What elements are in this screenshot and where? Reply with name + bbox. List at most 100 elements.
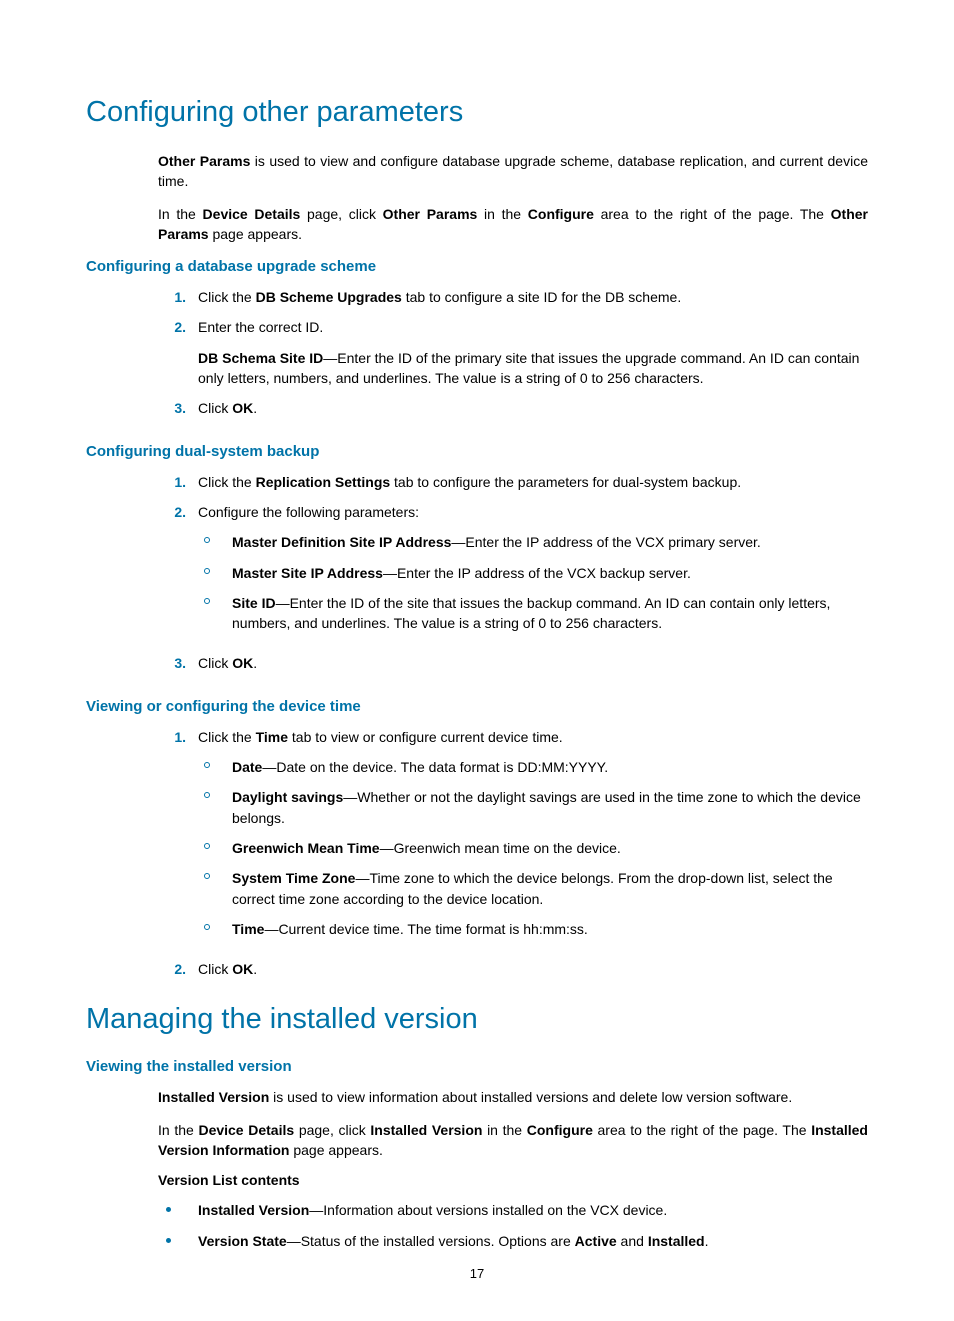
- term: Greenwich Mean Time: [232, 840, 380, 856]
- text: Click: [198, 961, 232, 977]
- subheading-version-list-contents: Version List contents: [158, 1172, 868, 1188]
- text: is used to view information about instal…: [269, 1089, 792, 1105]
- step-marker: 2.: [158, 317, 186, 337]
- term: Daylight savings: [232, 789, 343, 805]
- text: in the: [482, 1122, 526, 1138]
- step-1: 1. Click the Replication Settings tab to…: [158, 472, 868, 502]
- step-1: 1. Click the Time tab to view or configu…: [158, 727, 868, 959]
- text: —Information about versions installed on…: [309, 1202, 667, 1218]
- text: Click the: [198, 289, 256, 305]
- term-replication-settings: Replication Settings: [256, 474, 391, 490]
- iv-paragraph-1: Installed Version is used to view inform…: [158, 1087, 868, 1107]
- iv-paragraph-2: In the Device Details page, click Instal…: [158, 1120, 868, 1161]
- step-2: 2. Click OK.: [158, 959, 868, 989]
- text: page, click: [294, 1122, 370, 1138]
- term: System Time Zone: [232, 870, 355, 886]
- step-1: 1. Click the DB Scheme Upgrades tab to c…: [158, 287, 868, 317]
- param-master-site-ip: Master Site IP Address—Enter the IP addr…: [198, 563, 868, 593]
- text: area to the right of the page. The: [594, 206, 831, 222]
- step-marker: 1.: [158, 727, 186, 747]
- step-3: 3. Click OK.: [158, 653, 868, 683]
- text: Click: [198, 655, 232, 671]
- param-master-def-ip: Master Definition Site IP Address—Enter …: [198, 532, 868, 562]
- term-other-params: Other Params: [158, 153, 250, 169]
- param-time: Time—Current device time. The time forma…: [198, 919, 868, 949]
- text: .: [253, 400, 257, 416]
- term-ok: OK: [232, 400, 253, 416]
- dot-bullet-icon: [166, 1207, 171, 1212]
- version-list-contents: Installed Version—Information about vers…: [158, 1200, 868, 1261]
- text: .: [253, 961, 257, 977]
- step-2: 2. Enter the correct ID. DB Schema Site …: [158, 317, 868, 398]
- param-daylight-savings: Daylight savings—Whether or not the dayl…: [198, 787, 868, 838]
- text: Click the: [198, 474, 256, 490]
- text: —Date on the device. The data format is …: [262, 759, 608, 775]
- text: Click: [198, 400, 232, 416]
- term-ok: OK: [232, 655, 253, 671]
- installed-version-intro: Installed Version is used to view inform…: [158, 1087, 868, 1160]
- text: is used to view and configure database u…: [158, 153, 868, 189]
- text: tab to configure the parameters for dual…: [390, 474, 741, 490]
- term-other-params: Other Params: [383, 206, 478, 222]
- intro-paragraph-1: Other Params is used to view and configu…: [158, 151, 868, 192]
- param-site-id: Site ID—Enter the ID of the site that is…: [198, 593, 868, 644]
- heading-managing-installed-version: Managing the installed version: [86, 1003, 868, 1036]
- term-configure: Configure: [527, 1122, 593, 1138]
- term-db-schema-site-id: DB Schema Site ID: [198, 350, 323, 366]
- term-device-details: Device Details: [203, 206, 301, 222]
- term: Time: [232, 921, 264, 937]
- text: tab to configure a site ID for the DB sc…: [402, 289, 681, 305]
- step-marker: 1.: [158, 472, 186, 492]
- item-version-state: Version State—Status of the installed ve…: [158, 1231, 868, 1261]
- param-system-time-zone: System Time Zone—Time zone to which the …: [198, 868, 868, 919]
- text: Click the: [198, 729, 256, 745]
- text: Enter the correct ID.: [198, 319, 323, 335]
- term: Date: [232, 759, 262, 775]
- circle-bullet-icon: [204, 598, 210, 604]
- term-configure: Configure: [528, 206, 594, 222]
- text: In the: [158, 206, 203, 222]
- term: Master Definition Site IP Address: [232, 534, 451, 550]
- steps-db-upgrade: 1. Click the DB Scheme Upgrades tab to c…: [158, 287, 868, 428]
- step-marker: 2.: [158, 959, 186, 979]
- term-installed-version: Installed Version: [158, 1089, 269, 1105]
- step-marker: 1.: [158, 287, 186, 307]
- text: .: [253, 655, 257, 671]
- page-number: 17: [0, 1266, 954, 1281]
- circle-bullet-icon: [204, 568, 210, 574]
- term: Version State: [198, 1233, 287, 1249]
- text: —Current device time. The time format is…: [264, 921, 587, 937]
- text: —Greenwich mean time on the device.: [380, 840, 621, 856]
- step-marker: 3.: [158, 398, 186, 418]
- text: —Enter the IP address of the VCX primary…: [451, 534, 760, 550]
- params-list: Master Definition Site IP Address—Enter …: [198, 532, 868, 643]
- term-active: Active: [575, 1233, 617, 1249]
- param-gmt: Greenwich Mean Time—Greenwich mean time …: [198, 838, 868, 868]
- circle-bullet-icon: [204, 873, 210, 879]
- text: page, click: [300, 206, 382, 222]
- text: —Enter the IP address of the VCX backup …: [383, 565, 691, 581]
- step-2: 2. Configure the following parameters: M…: [158, 502, 868, 653]
- term: Installed Version: [198, 1202, 309, 1218]
- circle-bullet-icon: [204, 537, 210, 543]
- circle-bullet-icon: [204, 762, 210, 768]
- text: page appears.: [209, 226, 302, 242]
- text: page appears.: [289, 1142, 382, 1158]
- subheading-dual-system-backup: Configuring dual-system backup: [86, 443, 868, 460]
- subheading-db-upgrade-scheme: Configuring a database upgrade scheme: [86, 258, 868, 275]
- term-device-details: Device Details: [198, 1122, 294, 1138]
- item-installed-version: Installed Version—Information about vers…: [158, 1200, 868, 1230]
- step-marker: 3.: [158, 653, 186, 673]
- text: —Enter the ID of the site that issues th…: [232, 595, 830, 631]
- term-time: Time: [256, 729, 288, 745]
- intro-paragraph-2: In the Device Details page, click Other …: [158, 204, 868, 245]
- text: area to the right of the page. The: [593, 1122, 811, 1138]
- steps-device-time: 1. Click the Time tab to view or configu…: [158, 727, 868, 990]
- subheading-viewing-installed-version: Viewing the installed version: [86, 1058, 868, 1075]
- text: .: [705, 1233, 709, 1249]
- text: and: [617, 1233, 648, 1249]
- step-2-detail: DB Schema Site ID—Enter the ID of the pr…: [198, 348, 868, 389]
- document-page: Configuring other parameters Other Param…: [0, 0, 954, 1321]
- step-3: 3. Click OK.: [158, 398, 868, 428]
- text: in the: [477, 206, 527, 222]
